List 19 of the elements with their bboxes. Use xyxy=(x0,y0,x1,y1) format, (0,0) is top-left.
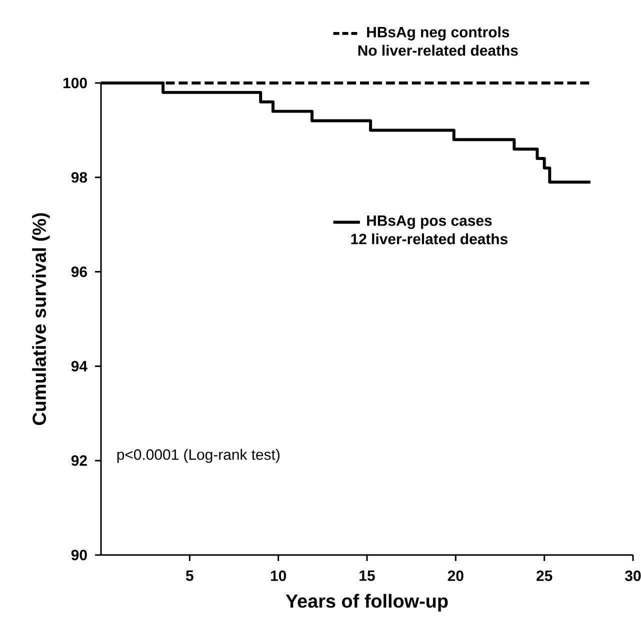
annotation: 12 liver-related deaths xyxy=(351,233,508,244)
y-tick-label: 92 xyxy=(71,455,87,466)
y-axis-title: Cumulative survival (%) xyxy=(32,213,50,425)
legend-label: HBsAg neg controls xyxy=(367,26,510,40)
x-tick-label: 10 xyxy=(270,570,286,582)
y-tick-label: 90 xyxy=(71,550,87,560)
y-tick-label: 96 xyxy=(71,266,87,278)
x-axis-title: Years of follow-up xyxy=(286,594,448,612)
y-tick-label: 98 xyxy=(71,172,88,183)
y-tick-label: 94 xyxy=(71,360,88,372)
x-tick-label: 15 xyxy=(360,570,375,581)
annotation: p<0.0001 (Log-rank test) xyxy=(117,448,280,463)
text: No liver-related deaths xyxy=(358,44,518,56)
x-tick-label: 30 xyxy=(625,570,641,582)
legend-label: HBsAg pos cases xyxy=(367,216,492,229)
x-tick-label: 25 xyxy=(536,570,552,582)
x-tick-label: 5 xyxy=(186,570,194,581)
y-tick-label: 100 xyxy=(64,78,87,88)
x-tick-label: 20 xyxy=(448,570,464,582)
